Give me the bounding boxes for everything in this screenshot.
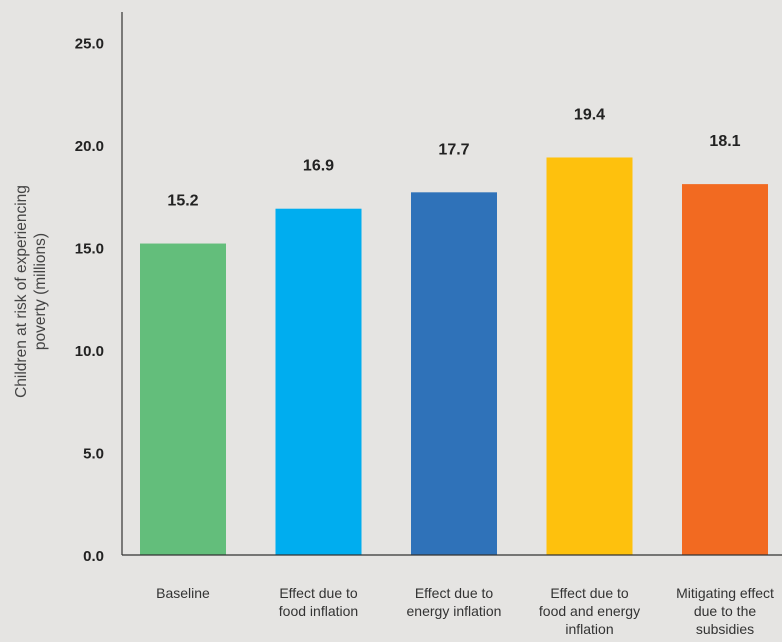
bar-value-label: 15.2 xyxy=(167,193,198,210)
x-tick-label: food inflation xyxy=(279,603,358,619)
y-tick-label: 15.0 xyxy=(75,241,104,258)
x-tick-label: inflation xyxy=(565,621,613,637)
bar xyxy=(140,243,226,555)
y-axis-ticks: 0.0 5.0 10.0 15.0 20.0 25.0 xyxy=(75,36,104,565)
x-axis-labels: Baseline Effect due to food inflation Effec… xyxy=(156,585,774,637)
y-axis-title: Children at risk of experiencing poverty … xyxy=(13,185,49,398)
y-tick-label: 5.0 xyxy=(83,446,104,463)
axes xyxy=(121,12,782,556)
bar-value-label: 17.7 xyxy=(438,141,469,158)
bar-value-label: 18.1 xyxy=(709,133,740,150)
y-axis-title-line: poverty (millions) xyxy=(32,233,49,350)
x-tick-label: Effect due to xyxy=(550,585,629,601)
bar xyxy=(411,192,497,555)
x-tick-label: energy inflation xyxy=(407,603,502,619)
x-tick-label: Baseline xyxy=(156,585,210,601)
value-labels: 15.2 16.9 17.7 19.4 18.1 xyxy=(167,106,740,209)
y-tick-label: 25.0 xyxy=(75,36,104,53)
bar-value-label: 16.9 xyxy=(303,158,334,175)
bar-value-label: 19.4 xyxy=(574,106,605,123)
y-tick-label: 10.0 xyxy=(75,343,104,360)
x-tick-label: subsidies xyxy=(696,621,754,637)
bar xyxy=(546,157,633,555)
y-tick-label: 0.0 xyxy=(83,548,104,565)
y-tick-label: 20.0 xyxy=(75,138,104,155)
x-tick-label: food and energy xyxy=(539,603,640,619)
bar xyxy=(682,184,768,555)
bar xyxy=(275,208,362,556)
y-axis-title-line: Children at risk of experiencing xyxy=(13,185,30,398)
x-tick-label: Effect due to xyxy=(279,585,358,601)
x-tick-label: Mitigating effect xyxy=(676,585,774,601)
x-tick-label: due to the xyxy=(694,603,756,619)
x-tick-label: Effect due to xyxy=(415,585,494,601)
bars xyxy=(140,157,768,556)
